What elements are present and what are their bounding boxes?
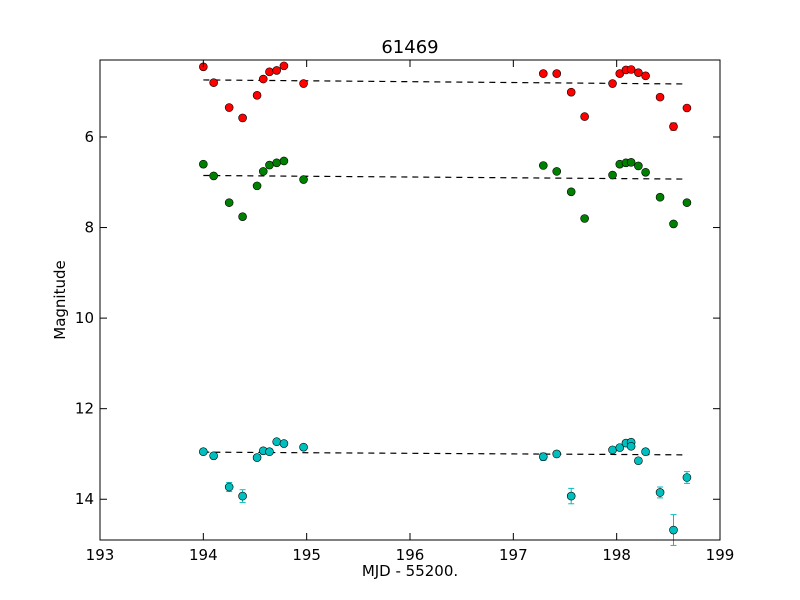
data-point-series-3 xyxy=(209,451,218,461)
data-point-series-2 xyxy=(224,198,234,207)
y-axis-label: Magnitude xyxy=(51,260,69,339)
y-tick-label: 10 xyxy=(75,309,94,327)
y-tick-label: 12 xyxy=(75,400,94,418)
data-point-series-2 xyxy=(209,171,218,181)
data-point-series-1 xyxy=(279,61,289,71)
data-point-series-3 xyxy=(299,442,308,452)
data-point-series-3 xyxy=(655,488,665,497)
data-point-series-3 xyxy=(626,441,636,451)
y-tick-label: 14 xyxy=(75,490,94,508)
data-point-series-2 xyxy=(641,168,650,177)
data-point-series-3 xyxy=(538,452,548,461)
data-point-series-1 xyxy=(209,78,218,87)
data-point-series-2 xyxy=(279,156,289,166)
data-point-series-2 xyxy=(682,198,692,207)
x-axis-label: MJD - 55200. xyxy=(362,562,458,580)
data-point-series-1 xyxy=(538,69,548,78)
data-point-series-2 xyxy=(566,187,576,197)
data-point-series-1 xyxy=(272,66,282,75)
data-point-series-3 xyxy=(669,525,678,535)
data-point-series-1 xyxy=(258,74,268,84)
data-point-series-1 xyxy=(608,79,617,88)
data-point-series-2 xyxy=(580,214,589,223)
data-point-series-3 xyxy=(566,491,576,501)
data-point-series-2 xyxy=(252,181,262,191)
data-point-series-1 xyxy=(634,68,643,77)
data-point-series-3 xyxy=(252,453,262,462)
data-point-series-3 xyxy=(608,445,617,455)
x-axis: 193 194 195 196 197 198 199 xyxy=(86,60,735,564)
data-point-series-1 xyxy=(669,122,678,131)
data-point-series-1 xyxy=(566,87,576,97)
data-point-series-1 xyxy=(224,103,234,112)
data-point-series-1 xyxy=(552,69,562,78)
y-axis: 6 8 10 12 14 xyxy=(75,128,720,508)
data-point-series-3 xyxy=(265,447,274,456)
plot-area xyxy=(199,61,692,546)
data-point-series-2 xyxy=(538,161,548,170)
x-tick-label: 195 xyxy=(292,546,321,564)
data-point-series-1 xyxy=(580,112,589,121)
data-point-series-2 xyxy=(626,158,636,167)
data-point-series-3 xyxy=(279,439,289,448)
data-point-series-1 xyxy=(682,103,692,113)
chart-title: 61469 xyxy=(381,37,438,58)
fit-line-2 xyxy=(203,174,687,180)
x-tick-label: 196 xyxy=(396,546,425,564)
data-point-series-3 xyxy=(272,437,282,447)
data-point-series-3 xyxy=(238,491,247,501)
data-point-series-1 xyxy=(655,92,665,102)
x-tick-label: 194 xyxy=(189,546,218,564)
data-point-series-2 xyxy=(265,160,274,170)
data-point-series-2 xyxy=(655,192,665,202)
data-point-series-2 xyxy=(299,175,308,184)
data-point-series-1 xyxy=(238,113,247,123)
data-point-series-1 xyxy=(299,79,308,88)
data-point-series-2 xyxy=(634,161,643,171)
data-point-series-3 xyxy=(634,456,643,466)
y-tick-label: 8 xyxy=(84,219,94,237)
data-point-series-1 xyxy=(252,91,262,100)
data-point-series-3 xyxy=(682,473,692,482)
data-point-series-2 xyxy=(608,170,617,180)
data-point-series-1 xyxy=(641,71,650,81)
data-point-series-1 xyxy=(626,65,636,74)
data-point-series-3 xyxy=(641,447,650,456)
data-point-series-3 xyxy=(199,447,208,456)
fit-line-1 xyxy=(203,79,687,85)
x-tick-label: 197 xyxy=(499,546,528,564)
data-point-series-2 xyxy=(669,219,678,229)
x-tick-label: 198 xyxy=(602,546,631,564)
data-point-series-2 xyxy=(258,167,268,176)
data-point-series-3 xyxy=(552,449,562,459)
data-point-series-3 xyxy=(615,443,625,452)
fit-line-3 xyxy=(203,451,687,456)
data-point-series-2 xyxy=(238,212,247,221)
data-point-series-2 xyxy=(552,167,562,176)
x-tick-label: 193 xyxy=(86,546,115,564)
y-tick-label: 6 xyxy=(84,128,94,146)
data-point-series-3 xyxy=(224,482,234,492)
x-tick-label: 199 xyxy=(706,546,735,564)
data-point-series-2 xyxy=(272,158,282,168)
data-point-series-2 xyxy=(199,159,208,169)
data-point-series-1 xyxy=(265,67,274,77)
